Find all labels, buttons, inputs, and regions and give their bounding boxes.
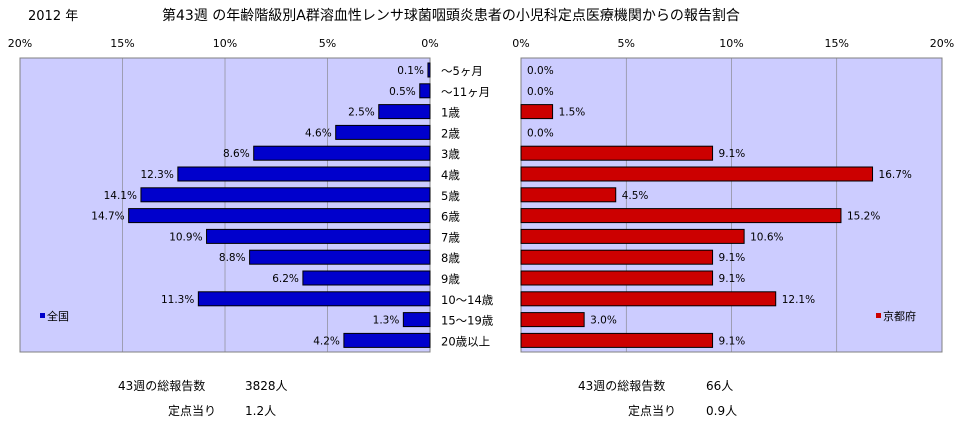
chart-title: 第43週 の年齢階級別A群溶血性レンサ球菌咽頭炎患者の小児科定点医療機関からの報… bbox=[162, 7, 740, 24]
kyoto-per-value: 0.9人 bbox=[706, 404, 737, 418]
year-label: 2012 年 bbox=[28, 9, 78, 24]
national-bar bbox=[140, 187, 431, 203]
kyoto-bar bbox=[520, 270, 714, 286]
kyoto-total-label: 43週の総報告数 bbox=[578, 378, 665, 393]
kyoto-legend-label: 京都府 bbox=[883, 309, 916, 323]
national-bar-label: 11.3% bbox=[161, 294, 194, 306]
kyoto-bar bbox=[520, 332, 714, 348]
national-tick-label: 20% bbox=[8, 37, 32, 50]
kyoto-bar bbox=[520, 187, 617, 203]
category-label: 20歳以上 bbox=[441, 334, 490, 348]
national-legend-label: 全国 bbox=[47, 309, 69, 323]
national-bar bbox=[419, 83, 431, 99]
kyoto-tick-label: 0% bbox=[512, 37, 529, 50]
kyoto-bar-label: 1.5% bbox=[559, 107, 586, 119]
national-tick-label: 5% bbox=[319, 37, 336, 50]
category-label: 6歳 bbox=[441, 210, 460, 224]
kyoto-bar-label: 12.1% bbox=[782, 294, 815, 306]
category-label: 1歳 bbox=[441, 106, 460, 120]
kyoto-bar bbox=[520, 312, 585, 328]
national-tick-label: 0% bbox=[421, 37, 438, 50]
national-per-value: 1.2人 bbox=[245, 404, 276, 418]
kyoto-bar-label: 10.6% bbox=[750, 231, 783, 243]
national-bar-label: 12.3% bbox=[140, 169, 173, 181]
category-label: 〜11ヶ月 bbox=[441, 85, 490, 99]
kyoto-bar bbox=[520, 249, 714, 265]
kyoto-bar-label: 15.2% bbox=[847, 211, 880, 223]
kyoto-chart: 0% 5% 10% 15% 20% 0.0% 0.0% 1.5% 0.0% 9.1% 16.7% 4.… bbox=[512, 37, 954, 353]
national-bar-label: 6.2% bbox=[272, 273, 299, 285]
kyoto-bar-label: 9.1% bbox=[719, 335, 746, 347]
national-bar bbox=[335, 124, 431, 140]
kyoto-tick-label: 5% bbox=[618, 37, 635, 50]
national-bar bbox=[427, 62, 431, 78]
kyoto-bar bbox=[520, 104, 554, 120]
category-label: 2歳 bbox=[441, 126, 460, 140]
national-bar-label: 2.5% bbox=[348, 107, 375, 119]
kyoto-bar bbox=[520, 291, 777, 307]
kyoto-tick-label: 20% bbox=[930, 37, 954, 50]
national-bar bbox=[206, 228, 431, 244]
kyoto-bar-label: 3.0% bbox=[590, 315, 617, 327]
category-label: 3歳 bbox=[441, 147, 460, 161]
category-label: 8歳 bbox=[441, 251, 460, 265]
kyoto-total-value: 66人 bbox=[706, 379, 733, 393]
national-bar-label: 0.5% bbox=[389, 86, 416, 98]
category-label: 4歳 bbox=[441, 168, 460, 182]
national-bar bbox=[253, 145, 431, 161]
national-bar bbox=[402, 312, 431, 328]
national-bar-label: 4.6% bbox=[305, 127, 332, 139]
category-label: 7歳 bbox=[441, 230, 460, 244]
kyoto-bar bbox=[520, 166, 874, 182]
kyoto-bar bbox=[520, 208, 842, 224]
kyoto-per-label: 定点当り bbox=[628, 403, 676, 418]
national-tick-label: 10% bbox=[213, 37, 237, 50]
kyoto-bar bbox=[520, 228, 745, 244]
national-bar bbox=[177, 166, 431, 182]
national-bar-label: 14.1% bbox=[104, 190, 137, 202]
national-total-label: 43週の総報告数 bbox=[118, 378, 205, 393]
kyoto-legend-swatch bbox=[876, 313, 881, 318]
national-total-value: 3828人 bbox=[245, 379, 288, 393]
national-bar-label: 0.1% bbox=[397, 65, 424, 77]
national-bar bbox=[302, 270, 431, 286]
kyoto-tick-label: 10% bbox=[719, 37, 743, 50]
national-bar-label: 8.8% bbox=[219, 252, 246, 264]
kyoto-bar bbox=[520, 145, 714, 161]
national-bar bbox=[128, 208, 431, 224]
kyoto-bar-label: 9.1% bbox=[719, 252, 746, 264]
kyoto-bar-label: 4.5% bbox=[622, 190, 649, 202]
national-bar bbox=[197, 291, 431, 307]
national-bar bbox=[249, 249, 431, 265]
kyoto-tick-label: 15% bbox=[825, 37, 849, 50]
category-label: 9歳 bbox=[441, 272, 460, 286]
national-bar bbox=[343, 332, 431, 348]
national-bar bbox=[378, 104, 431, 120]
kyoto-bar-label: 9.1% bbox=[719, 273, 746, 285]
national-bar-label: 10.9% bbox=[169, 231, 202, 243]
kyoto-bar-label: 0.0% bbox=[527, 86, 554, 98]
kyoto-bar-label: 16.7% bbox=[879, 169, 912, 181]
category-label: 10〜14歳 bbox=[441, 293, 494, 307]
category-label: 〜5ヶ月 bbox=[441, 64, 483, 78]
category-label: 5歳 bbox=[441, 189, 460, 203]
national-bar-label: 8.6% bbox=[223, 148, 250, 160]
national-bar-label: 14.7% bbox=[91, 211, 124, 223]
kyoto-bar-label: 0.0% bbox=[527, 65, 554, 77]
category-label: 15〜19歳 bbox=[441, 314, 494, 328]
national-tick-label: 15% bbox=[110, 37, 134, 50]
national-per-label: 定点当り bbox=[168, 403, 216, 418]
national-bar-label: 4.2% bbox=[313, 335, 340, 347]
national-chart: 0%5%10%15%20%0.1%0.5%2.5%4.6%8.6%12.3%14… bbox=[8, 37, 494, 353]
kyoto-bar-label: 0.0% bbox=[527, 127, 554, 139]
kyoto-bar-label: 9.1% bbox=[719, 148, 746, 160]
national-bar-label: 1.3% bbox=[373, 315, 400, 327]
national-legend-swatch bbox=[40, 313, 45, 318]
